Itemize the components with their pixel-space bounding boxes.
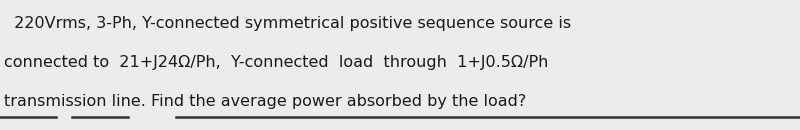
Text: transmission line. Find the average power absorbed by the load?: transmission line. Find the average powe… [4,94,526,109]
Text: 220Vrms, 3-Ph, Y-connected symmetrical positive sequence source is: 220Vrms, 3-Ph, Y-connected symmetrical p… [4,16,571,31]
Text: connected to  21+J24Ω/Ph,  Y-connected  load  through  1+J0.5Ω/Ph: connected to 21+J24Ω/Ph, Y-connected loa… [4,55,548,70]
